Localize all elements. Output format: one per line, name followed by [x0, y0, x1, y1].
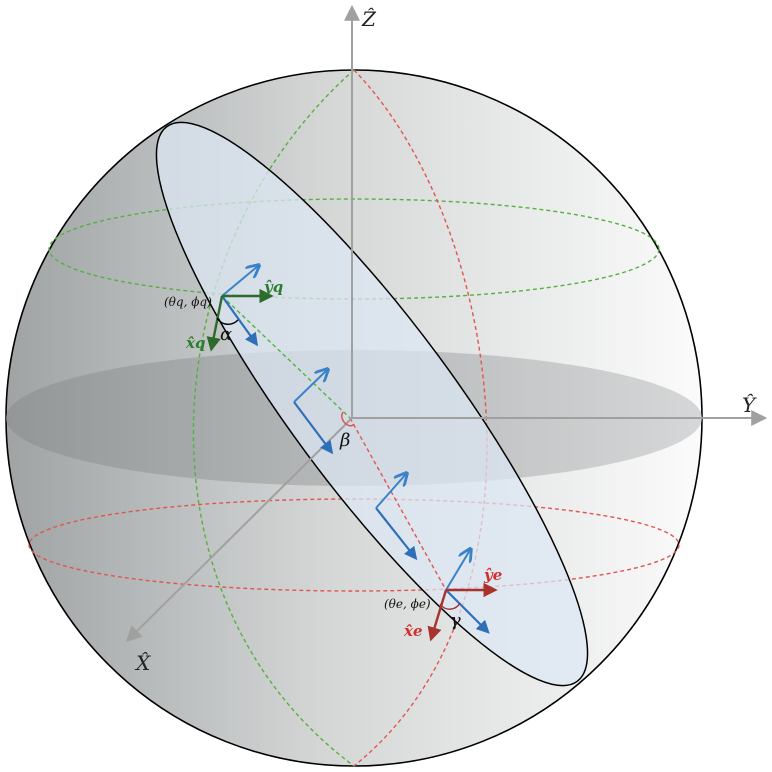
normal-vector-4 — [445, 550, 470, 591]
earth-x-vector — [427, 589, 448, 642]
gamma-label: γ — [450, 610, 461, 631]
x-axis — [125, 417, 353, 643]
guide-green-line — [221, 295, 351, 419]
y-axis-label: Ŷ — [742, 393, 757, 417]
z-axis-label: Ẑ — [361, 7, 377, 31]
beta-label: β — [339, 430, 350, 451]
query-y-label: ŷq — [263, 278, 283, 296]
normal-vector-3 — [375, 474, 406, 509]
meridian-green — [192, 69, 355, 767]
alpha-arc — [216, 317, 239, 325]
great-circle-plane — [155, 121, 589, 687]
query-point-label: (θq, ϕq) — [164, 295, 212, 309]
query-x-label: x̂q — [185, 334, 205, 352]
earth-y-label: ŷe — [483, 566, 502, 584]
tangent-vector-3 — [375, 507, 418, 561]
meridian-red — [353, 69, 488, 767]
x-axis-label: X̂ — [134, 651, 151, 675]
tangent-vector-4 — [445, 589, 490, 634]
tangent-vector-2 — [293, 401, 334, 455]
beta-arc — [341, 411, 355, 427]
guide-red-line — [349, 417, 447, 591]
earth-point-label: (θe, ϕe) — [384, 597, 431, 611]
normal-vector-2 — [293, 370, 327, 403]
query-x-vector — [206, 295, 224, 352]
gamma-arc — [439, 602, 461, 610]
alpha-label: α — [220, 324, 232, 345]
normal-vector-1 — [221, 266, 258, 297]
tangent-vector-1 — [221, 295, 259, 347]
earth-x-label: x̂e — [403, 622, 423, 640]
